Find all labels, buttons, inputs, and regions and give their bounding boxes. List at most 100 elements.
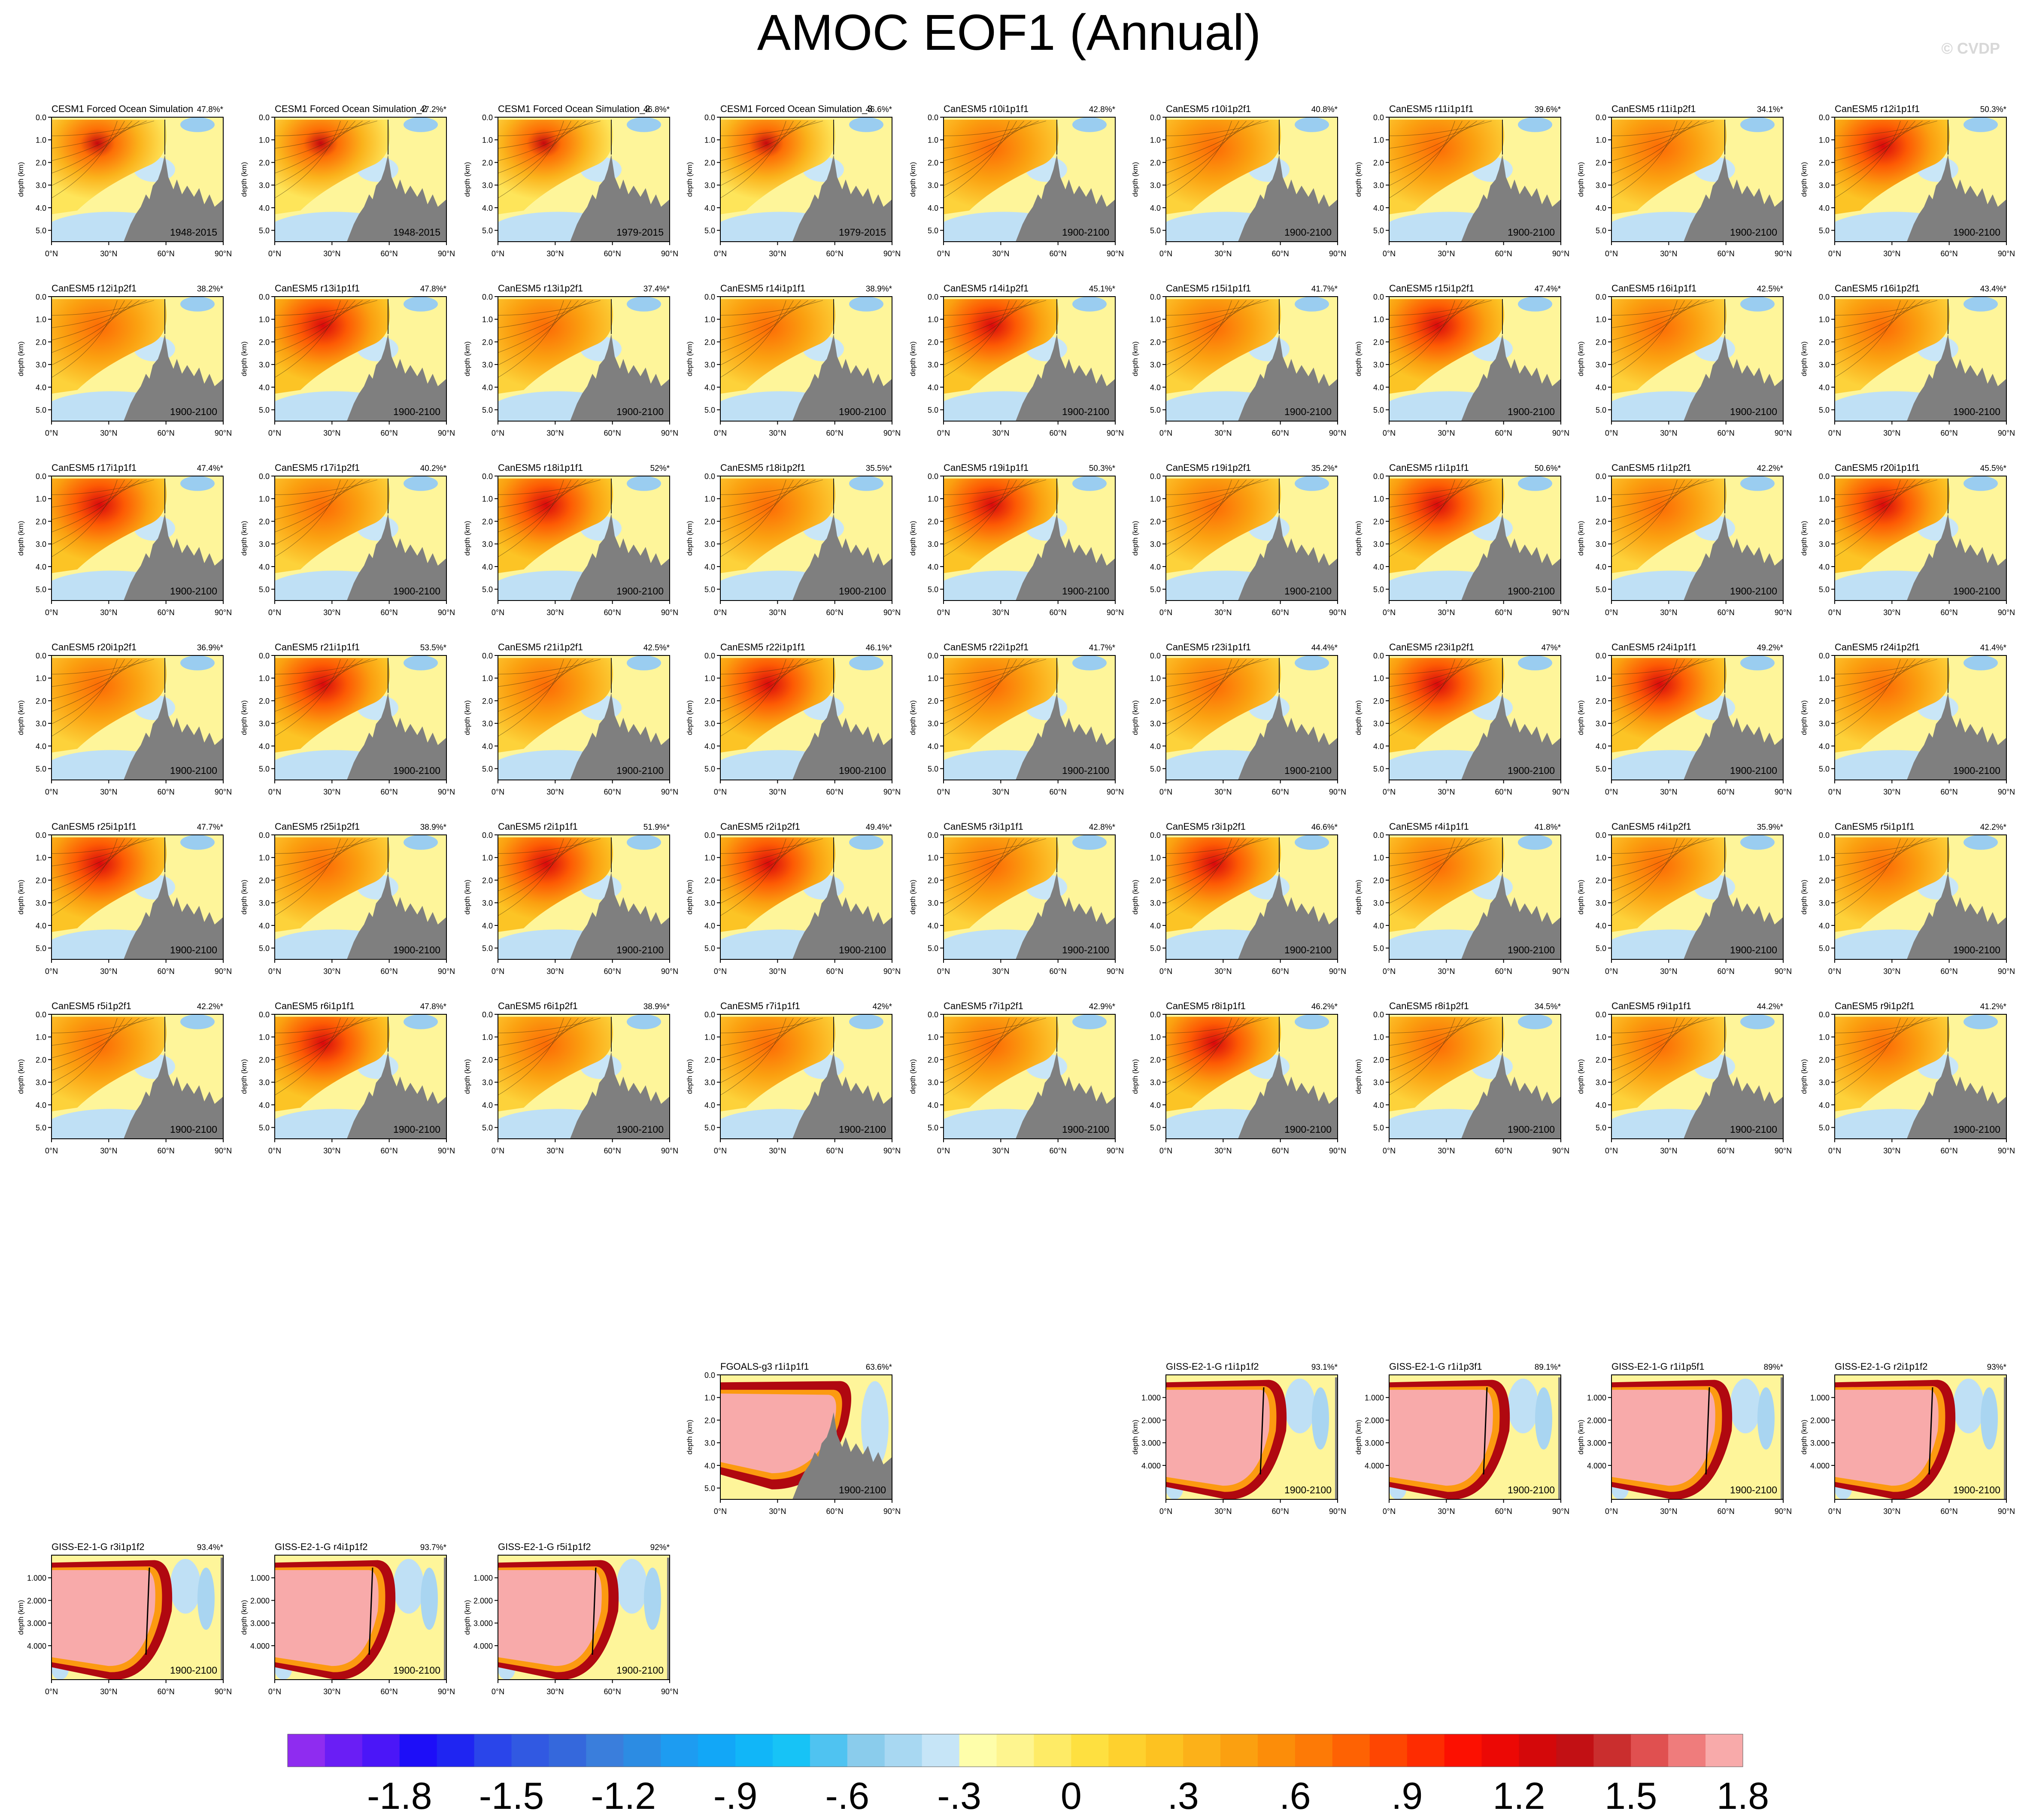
colorbar-swatch — [1407, 1734, 1445, 1767]
y-tick-label: 0.0 — [36, 472, 46, 481]
y-tick-label: 1.0 — [482, 495, 493, 504]
x-tick-label: 30°N — [992, 788, 1009, 796]
y-tick-label: 3.0 — [1150, 719, 1161, 728]
x-tick-label: 0°N — [714, 967, 727, 976]
colorbar-swatch — [623, 1734, 661, 1767]
x-tick-label: 90°N — [1998, 1507, 2015, 1516]
panel-title: CanESM5 r7i1p2f1 — [944, 1001, 1023, 1011]
y-tick-label: 1.0 — [1150, 674, 1161, 683]
y-tick-label: 5.0 — [928, 585, 938, 594]
y-tick-label: 2.000 — [1810, 1416, 1830, 1425]
y-tick-label: 5.0 — [704, 944, 715, 953]
x-tick-label: 30°N — [323, 788, 340, 796]
y-tick-label: 3.0 — [1373, 719, 1384, 728]
y-tick-label: 2.000 — [27, 1596, 46, 1605]
y-tick-label: 2.000 — [1365, 1416, 1384, 1425]
panel-title: GISS-E2-1-G r5i1p1f2 — [498, 1541, 591, 1552]
panel-percent: 42.8%* — [1089, 823, 1116, 832]
panel-61: GISS-E2-1-G r5i1p1f2 92%* 1900-2100 1.000 2.… — [463, 1541, 678, 1696]
y-tick-label: 2.0 — [36, 517, 46, 526]
x-tick-label: 0°N — [1383, 1147, 1396, 1155]
x-tick-label: 30°N — [323, 249, 340, 258]
panel-percent: 47.4%* — [197, 464, 224, 473]
y-tick-label: 2.0 — [1596, 697, 1606, 705]
x-tick-label: 0°N — [937, 788, 950, 796]
x-tick-label: 60°N — [604, 967, 621, 976]
panel-percent: 40.2%* — [420, 464, 447, 473]
panel-period: 1900-2100 — [1284, 1124, 1332, 1135]
panel-17: CanESM5 r16i1p2f1 43.4%* 1900-2100 0.0 1.0 2.… — [1800, 283, 2015, 437]
y-tick-label: 4.0 — [259, 922, 270, 930]
panel-35: CanESM5 r24i1p2f1 41.4%* 1900-2100 0.0 1.0 2.… — [1800, 642, 2015, 796]
panel-title: CanESM5 r19i1p2f1 — [1166, 462, 1251, 473]
x-tick-label: 60°N — [1272, 967, 1289, 976]
x-tick-label: 30°N — [1438, 1147, 1455, 1155]
y-tick-label: 4.0 — [704, 383, 715, 392]
panel-24: CanESM5 r1i1p1f1 50.6%* 1900-2100 0.0 1.0 2.0… — [1354, 462, 1569, 617]
colorbar-swatch — [959, 1734, 997, 1767]
x-tick-label: 0°N — [268, 1687, 281, 1696]
panel-period: 1948-2015 — [170, 227, 217, 238]
panel-period: 1900-2100 — [1953, 406, 2000, 417]
y-tick-label: 0.0 — [1596, 113, 1606, 122]
panel-title: CanESM5 r22i1p1f1 — [720, 642, 805, 652]
y-tick-label: 2.0 — [1596, 517, 1606, 526]
y-tick-label: 0.0 — [259, 1010, 270, 1019]
y-tick-label: 2.0 — [928, 876, 938, 885]
x-tick-label: 30°N — [992, 249, 1009, 258]
colorbar-swatch — [1668, 1734, 1706, 1767]
panel-49: CanESM5 r7i1p2f1 42.9%* 1900-2100 0.0 1.0 2.0… — [909, 1001, 1124, 1155]
y-tick-label: 0.0 — [482, 472, 493, 481]
y-tick-label: 0.0 — [1373, 472, 1384, 481]
panel-period: 1900-2100 — [1508, 585, 1555, 597]
y-axis-label: depth (km) — [240, 341, 248, 376]
y-tick-label: 0.0 — [1596, 1010, 1606, 1019]
y-tick-label: 2.0 — [928, 158, 938, 167]
colorbar-swatch — [1034, 1734, 1071, 1767]
colorbar-swatch — [1183, 1734, 1221, 1767]
y-tick-label: 5.0 — [1819, 406, 1830, 415]
y-axis-label: depth (km) — [909, 880, 917, 914]
panel-5: CanESM5 r10i1p2f1 40.8%* 1900-2100 0.0 1.0 2.… — [1131, 103, 1346, 258]
y-tick-label: 3.0 — [1819, 1078, 1830, 1087]
x-tick-label: 90°N — [1775, 1147, 1792, 1155]
panel-30: CanESM5 r22i1p1f1 46.1%* 1900-2100 0.0 1.0 2.… — [686, 642, 901, 796]
panel-13: CanESM5 r14i1p2f1 45.1%* 1900-2100 0.0 1.0 2.… — [909, 283, 1124, 437]
panel-title: CanESM5 r12i1p2f1 — [52, 283, 137, 294]
panel-period: 1900-2100 — [1953, 765, 2000, 776]
panel-period: 1900-2100 — [839, 1484, 886, 1495]
y-tick-label: 5.0 — [1819, 944, 1830, 953]
x-tick-label: 30°N — [546, 608, 564, 617]
panel-percent: 89.1%* — [1535, 1363, 1561, 1372]
y-tick-label: 0.0 — [704, 1010, 715, 1019]
x-tick-label: 0°N — [937, 429, 950, 437]
colorbar-swatch — [325, 1734, 363, 1767]
panel-percent: 43.4%* — [1980, 285, 2007, 294]
panel-18: CanESM5 r17i1p1f1 47.4%* 1900-2100 0.0 1.0 2.… — [17, 462, 232, 617]
panel-percent: 38.2%* — [197, 285, 224, 294]
y-tick-label: 2.0 — [704, 338, 715, 346]
panel-period: 1900-2100 — [1062, 585, 1109, 597]
x-tick-label: 0°N — [1828, 429, 1841, 437]
y-tick-label: 1.0 — [482, 315, 493, 324]
y-tick-label: 1.0 — [1373, 315, 1384, 324]
panel-22: CanESM5 r19i1p1f1 50.3%* 1900-2100 0.0 1.0 2.… — [909, 462, 1124, 617]
panel-period: 1900-2100 — [170, 944, 217, 956]
panel-period: 1900-2100 — [1953, 944, 2000, 956]
panel-percent: 45.1%* — [1089, 285, 1116, 294]
y-tick-label: 1.0 — [1150, 495, 1161, 504]
y-tick-label: 2.0 — [1819, 158, 1830, 167]
y-tick-label: 4.0 — [1819, 383, 1830, 392]
panel-period: 1900-2100 — [1284, 944, 1332, 956]
colorbar-swatch — [1556, 1734, 1594, 1767]
y-tick-label: 3.0 — [36, 361, 46, 369]
y-tick-label: 3.0 — [36, 719, 46, 728]
panel-percent: 41.4%* — [1980, 643, 2007, 652]
panel-45: CanESM5 r5i1p2f1 42.2%* 1900-2100 0.0 1.0 2.0… — [17, 1001, 232, 1155]
y-tick-label: 3.0 — [259, 361, 270, 369]
y-tick-label: 5.0 — [1373, 585, 1384, 594]
y-tick-label: 4.0 — [1819, 922, 1830, 930]
x-tick-label: 60°N — [1718, 788, 1735, 796]
y-axis-label: depth (km) — [909, 521, 917, 555]
y-tick-label: 2.0 — [259, 517, 270, 526]
